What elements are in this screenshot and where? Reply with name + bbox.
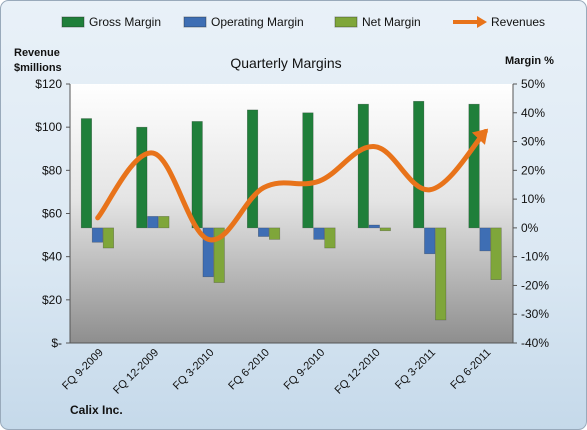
bar-net-margin	[324, 227, 336, 249]
footer-label: Calix Inc.	[70, 403, 123, 417]
legend-label-gross-margin: Gross Margin	[89, 15, 161, 29]
bar-operating-margin	[147, 216, 159, 229]
legend-arrow-icon	[477, 16, 487, 28]
right-axis-title: Margin %	[505, 55, 554, 67]
legend-label-operating-margin: Operating Margin	[211, 15, 304, 29]
right-tick-label: 20%	[521, 163, 545, 177]
bar-gross-margin	[80, 118, 92, 229]
legend-swatch-gross-margin	[61, 16, 85, 28]
revenue-line	[95, 128, 488, 243]
right-axis: -40% -30% -20% -10% 0% 10% 20% 30% 40% 50%	[512, 77, 549, 350]
bar-gross-margin	[357, 103, 369, 229]
legend-swatch-net-margin	[334, 16, 358, 28]
legend-label-net-margin: Net Margin	[362, 15, 421, 29]
right-tick-label: 40%	[521, 106, 545, 120]
left-axis-title-line2: $millions	[14, 62, 62, 74]
bar-gross-margin	[247, 109, 259, 229]
bar-net-margin	[379, 227, 391, 232]
left-tick-label: $80	[42, 163, 62, 177]
bar-net-margin	[490, 227, 502, 280]
right-tick-label: 10%	[521, 192, 545, 206]
bar-net-margin	[158, 216, 170, 229]
legend: Gross Margin Operating Margin Net Margin Re…	[61, 15, 545, 29]
bar-operating-margin	[479, 227, 491, 252]
left-tick-label: $60	[42, 207, 62, 221]
right-tick-label: -30%	[521, 307, 549, 321]
legend-label-revenues: Revenues	[491, 15, 545, 29]
bar-gross-margin	[136, 126, 148, 229]
right-tick-label: 50%	[521, 77, 545, 91]
bar-operating-margin	[313, 227, 325, 240]
bar-net-margin	[269, 227, 281, 240]
bar-operating-margin	[424, 227, 436, 255]
bar-marks	[80, 100, 502, 321]
bar-gross-margin	[302, 112, 314, 229]
bar-operating-margin	[258, 227, 270, 237]
bar-net-margin	[435, 227, 447, 321]
bar-net-margin	[102, 227, 114, 249]
revenue-line-arrowhead	[471, 128, 489, 145]
left-tick-label: $120	[35, 77, 62, 91]
left-axis-title-line1: Revenue	[14, 47, 60, 59]
bar-operating-margin	[368, 224, 380, 229]
right-tick-label: 30%	[521, 135, 545, 149]
left-tick-label: $100	[35, 120, 62, 134]
bar-gross-margin	[468, 103, 480, 229]
bar-gross-margin	[413, 100, 425, 229]
legend-swatch-operating-margin	[183, 16, 207, 28]
bar-gross-margin	[191, 121, 203, 229]
chart-title: Quarterly Margins	[230, 55, 341, 71]
left-tick-label: $-	[51, 336, 62, 350]
revenue-line-group	[95, 128, 489, 243]
left-axis: $- $20 $40 $60 $80 $100 $120	[35, 77, 71, 350]
right-tick-label: -40%	[521, 336, 549, 350]
right-tick-label: -20%	[521, 278, 549, 292]
bar-operating-margin	[202, 227, 214, 278]
left-tick-label: $40	[42, 250, 62, 264]
right-tick-label: -10%	[521, 250, 549, 264]
left-tick-label: $20	[42, 293, 62, 307]
bar-net-margin	[213, 227, 225, 283]
bar-operating-margin	[91, 227, 103, 243]
right-tick-label: 0%	[521, 221, 539, 235]
